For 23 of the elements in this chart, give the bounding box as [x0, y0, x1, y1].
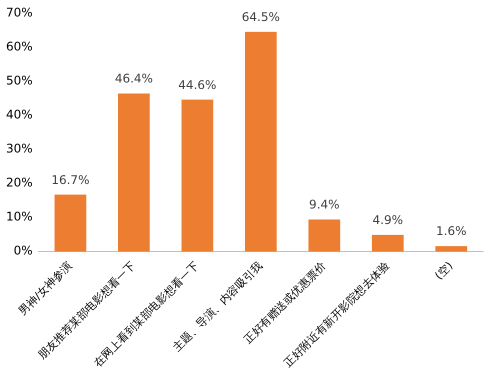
y-tick-label: 50%	[6, 73, 33, 88]
y-tick-label: 30%	[6, 142, 33, 156]
bar	[54, 194, 86, 252]
data-label: 9.4%	[309, 198, 340, 212]
data-label: 4.9%	[372, 212, 404, 227]
data-label: 1.6%	[436, 224, 467, 238]
bar	[181, 100, 214, 252]
y-tick-label: 20%	[6, 176, 33, 190]
bar	[308, 220, 340, 252]
bar	[244, 32, 277, 252]
y-tick-label: 10%	[6, 210, 33, 224]
data-label: 16.7%	[51, 172, 90, 187]
y-tick-label: 40%	[6, 107, 33, 122]
bar	[435, 246, 468, 252]
data-label: 44.6%	[178, 78, 216, 92]
x-tick-label: (空)	[432, 259, 456, 282]
bar	[118, 94, 150, 252]
y-tick-label: 70%	[6, 5, 33, 20]
y-tick-label: 0%	[14, 244, 33, 258]
data-label: 46.4%	[114, 72, 153, 86]
y-tick-label: 60%	[6, 39, 33, 54]
data-label: 64.5%	[242, 10, 280, 24]
bar	[372, 234, 404, 252]
